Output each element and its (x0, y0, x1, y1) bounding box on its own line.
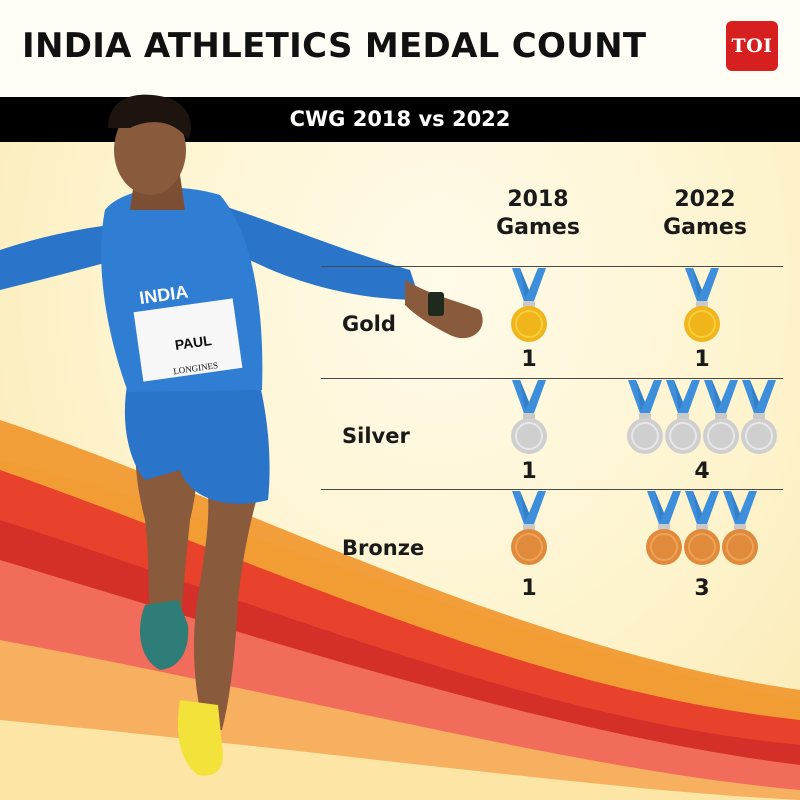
medal-silver-2022-2 (665, 380, 701, 454)
divider-top (321, 266, 783, 267)
count-gold-2022: 1 (694, 347, 710, 372)
page-title: INDIA ATHLETICS MEDAL COUNT (22, 26, 647, 66)
col-header-2018-games: Games (496, 215, 580, 240)
athlete-head (114, 105, 186, 195)
col-header-2022-year: 2022 (674, 187, 736, 212)
medal-bronze-2022-2 (684, 491, 720, 565)
medal-bronze-2022-3 (722, 491, 758, 565)
bib-card (133, 298, 243, 382)
row-label-bronze: Bronze (342, 536, 425, 560)
athlete-hair (108, 94, 191, 140)
medal-silver-2022-1 (627, 380, 663, 454)
athlete-back-leg (194, 470, 262, 730)
col-header-2018-year: 2018 (507, 187, 569, 212)
bib-name: PAUL (174, 332, 213, 353)
medal-gold-2018-1 (511, 268, 547, 342)
count-silver-2022: 4 (694, 459, 710, 484)
medal-silver-2018-1 (511, 380, 547, 454)
row-label-gold: Gold (342, 312, 396, 336)
header: INDIA ATHLETICS MEDAL COUNT TOI (0, 0, 800, 97)
count-gold-2018: 1 (521, 347, 537, 372)
count-bronze-2018: 1 (521, 576, 537, 601)
row-label-silver: Silver (342, 424, 410, 448)
athlete-front-shoe (140, 600, 189, 670)
medal-silver-2022-4 (741, 380, 777, 454)
athlete-back-shoe (177, 700, 223, 776)
subtitle: CWG 2018 vs 2022 (289, 107, 511, 131)
athlete-back-arm (0, 225, 115, 290)
col-header-2022-games: Games (663, 215, 747, 240)
divider-silver-bronze (321, 489, 783, 490)
toi-logo: TOI (726, 21, 778, 71)
col-header-2018: 2018 Games (488, 186, 588, 242)
wave-cream (0, 720, 800, 800)
count-silver-2018: 1 (521, 459, 537, 484)
athlete-front-arm (220, 205, 420, 300)
athlete-bib: INDIA PAUL LONGINES (133, 282, 243, 382)
athlete-watch (428, 292, 444, 316)
count-bronze-2022: 3 (694, 576, 710, 601)
col-header-2022: 2022 Games (655, 186, 755, 242)
medal-bronze-2022-1 (646, 491, 682, 565)
divider-gold-silver (321, 378, 783, 379)
athlete-shorts (124, 380, 270, 504)
medal-bronze-2018-1 (511, 491, 547, 565)
medal-silver-2022-3 (703, 380, 739, 454)
medal-gold-2022-1 (684, 268, 720, 342)
